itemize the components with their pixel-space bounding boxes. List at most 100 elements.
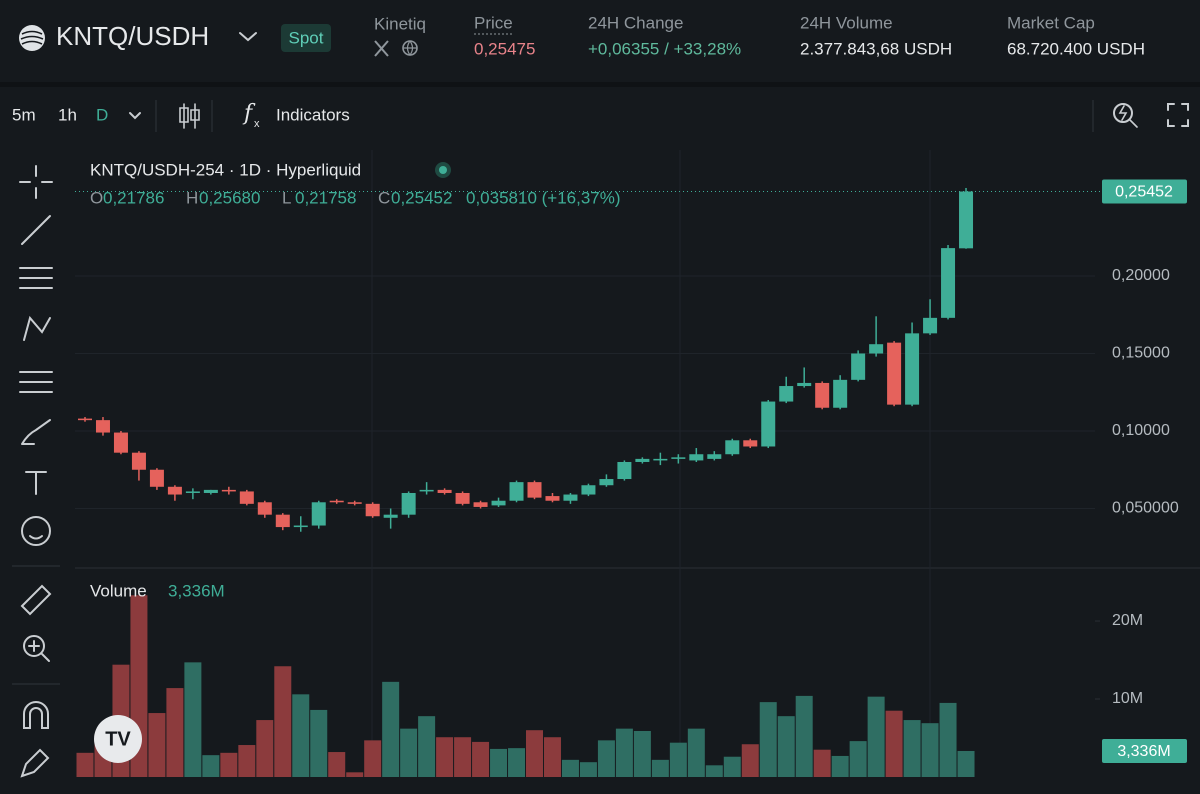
volume-bar xyxy=(759,702,777,777)
volume-bar xyxy=(76,752,94,777)
volume-bar xyxy=(831,755,849,777)
pair[interactable]: KNTQ/USDH xyxy=(56,21,209,51)
token-logo-lines xyxy=(20,30,44,45)
globe-lines xyxy=(403,40,417,57)
candle-body xyxy=(401,492,416,515)
fx-icon-sub[interactable]: x xyxy=(254,118,260,130)
candle-body xyxy=(923,317,938,334)
candle-body xyxy=(941,248,956,318)
volume-bar xyxy=(238,745,256,777)
status-dot xyxy=(439,166,447,174)
plot: 0,050000 0,10000 0,15000 0,20000 0,25452 10M 2… xyxy=(75,150,1187,777)
candle-body xyxy=(491,500,506,506)
spot-badge xyxy=(281,24,331,52)
candle-body xyxy=(635,458,650,462)
interval-chevron[interactable] xyxy=(129,112,141,120)
last-price-label: 0,25452 xyxy=(1115,184,1173,201)
candle-body xyxy=(311,502,326,526)
ohlc-key: L xyxy=(282,188,291,207)
emoji-smile xyxy=(29,535,43,540)
volume-bar xyxy=(346,772,364,777)
project: Kinetiq xyxy=(374,14,426,33)
volume-bar xyxy=(921,723,939,777)
candle-body xyxy=(653,458,668,461)
volume-bar xyxy=(472,741,490,777)
volume-bar xyxy=(508,748,526,777)
candle-body xyxy=(365,503,380,517)
candle-body xyxy=(959,191,974,249)
x-icon[interactable] xyxy=(374,40,389,57)
candle-body xyxy=(329,500,344,503)
candle-body xyxy=(545,496,560,501)
volume-bar xyxy=(957,750,975,777)
candle-body xyxy=(275,514,290,528)
ohlc-legend: O 0,21786 H 0,25680 L 0,21758 C 0,25452 0,035810… xyxy=(90,188,621,207)
candle-body xyxy=(293,525,308,528)
brush-tool[interactable] xyxy=(21,419,51,445)
candle-body xyxy=(95,420,110,433)
candle-body xyxy=(78,418,92,421)
candle-body xyxy=(347,502,362,504)
stat-label: Price xyxy=(474,13,513,32)
candle-body xyxy=(113,432,128,453)
candle-body xyxy=(797,382,812,387)
pair-chevron[interactable] xyxy=(239,32,257,42)
text-tool[interactable] xyxy=(25,471,47,495)
volume-bar xyxy=(561,759,579,777)
alert-icon[interactable] xyxy=(1113,103,1133,123)
candle-body xyxy=(149,469,164,487)
volume-bar xyxy=(310,709,328,777)
stat-value: 68.720.400 USDH xyxy=(1007,39,1145,58)
ohlc-change: 0,035810 (+16,37%) xyxy=(466,188,621,207)
stat-label: 24H Volume xyxy=(800,13,893,32)
y-tick-label: 10M xyxy=(1112,690,1143,707)
ohlc-key: H xyxy=(186,188,198,207)
stat-value: 2.377.843,68 USDH xyxy=(800,39,952,58)
tv-logo[interactable] xyxy=(94,715,142,763)
volume-value: 3,336M xyxy=(168,581,225,600)
volume-bar xyxy=(705,765,723,777)
candle-type-icon[interactable] xyxy=(179,103,200,129)
ohlc-key: C xyxy=(378,188,390,207)
candle-body xyxy=(167,486,182,495)
emoji-tool[interactable] xyxy=(21,516,51,546)
pattern-tool[interactable] xyxy=(23,315,51,341)
candle-body xyxy=(509,482,524,501)
ohlc-value: 0,21758 xyxy=(295,188,356,207)
volume-bar xyxy=(400,728,418,777)
indicators[interactable]: Indicators xyxy=(276,105,350,124)
stat-label: 24H Change xyxy=(588,13,683,32)
candle-body xyxy=(527,482,542,498)
zoom-tool[interactable] xyxy=(23,635,45,657)
crosshair-tool[interactable] xyxy=(19,165,53,199)
interval-active[interactable]: D xyxy=(96,105,108,124)
candle-body xyxy=(455,492,470,504)
alert-icon-detail xyxy=(1118,105,1138,128)
volume-bar xyxy=(220,752,238,777)
ohlc-value: 0,25680 xyxy=(199,188,260,207)
stat-label: Market Cap xyxy=(1007,13,1095,32)
volume-bar xyxy=(939,702,957,777)
candle-body xyxy=(473,502,488,507)
volume-bar xyxy=(328,752,346,777)
interval[interactable]: 5m xyxy=(12,105,36,124)
interval[interactable]: 1h xyxy=(58,105,77,124)
candle-body xyxy=(131,452,146,470)
zoom-detail xyxy=(28,640,50,662)
stat-value: 0,25475 xyxy=(474,39,535,58)
candle-body xyxy=(743,440,758,447)
fib-tool[interactable] xyxy=(19,267,53,289)
y-tick-label: 0,10000 xyxy=(1112,422,1170,439)
projection-tool[interactable] xyxy=(19,371,53,393)
line-tool[interactable] xyxy=(21,215,51,245)
candle-body xyxy=(761,401,776,447)
ruler-tool[interactable] xyxy=(20,584,52,616)
candle-body xyxy=(689,454,704,461)
candle-body xyxy=(257,502,272,515)
lock-tool[interactable] xyxy=(20,748,50,778)
volume-bar xyxy=(597,740,615,777)
candle-body xyxy=(725,440,740,455)
fullscreen-icon[interactable] xyxy=(1167,103,1189,127)
magnet-tool[interactable] xyxy=(23,701,49,729)
